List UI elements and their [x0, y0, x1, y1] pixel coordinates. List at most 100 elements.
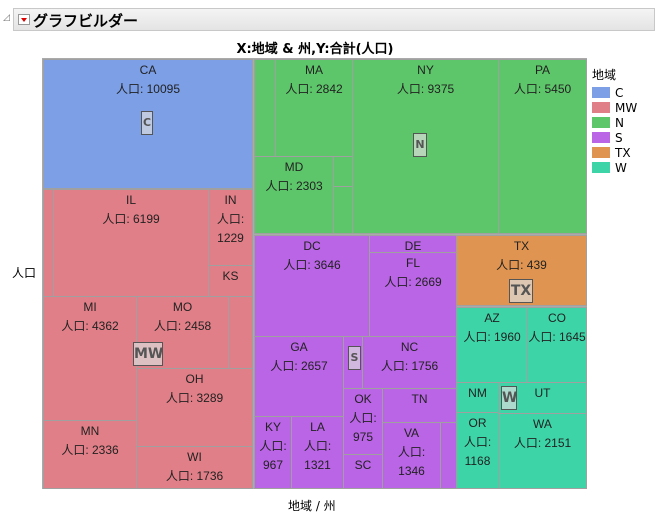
- treemap-cell-MA[interactable]: MA 人口: 2842: [275, 59, 353, 157]
- header-title: グラフビルダー: [33, 12, 139, 30]
- red-triangle-menu-icon[interactable]: [18, 14, 30, 25]
- cell-state-label: OK: [354, 392, 372, 406]
- treemap-cell[interactable]: [440, 422, 457, 489]
- cell-value-label: 人口: 967: [259, 439, 287, 472]
- cell-state-label: MD: [284, 160, 304, 174]
- cell-state-label: TX: [513, 239, 530, 253]
- cell-state-label: TN: [411, 392, 428, 406]
- cell-value-label: 人口: 1321: [303, 439, 332, 472]
- group-label-W: W: [501, 386, 517, 410]
- treemap-cell-IL[interactable]: IL 人口: 6199: [53, 189, 209, 297]
- cell-value-label: 人口: 2657: [270, 359, 328, 373]
- legend-item-MW: MW: [592, 100, 637, 115]
- treemap-cell-OR[interactable]: OR 人口: 1168: [456, 412, 499, 489]
- treemap-cell-LA[interactable]: LA 人口: 1321: [291, 416, 344, 489]
- cell-value-label: 人口: 10095: [115, 82, 181, 96]
- treemap-cell-OH[interactable]: OH 人口: 3289: [136, 368, 253, 447]
- cell-state-label: SC: [354, 458, 372, 472]
- cell-state-label: MN: [80, 424, 100, 438]
- y-axis-label: 人口: [12, 266, 37, 280]
- treemap-cell-MD[interactable]: MD 人口: 2303: [254, 156, 334, 234]
- legend-swatch: [592, 117, 610, 128]
- treemap-cell-FL[interactable]: FL 人口: 2669: [369, 252, 457, 337]
- treemap-cell-NY[interactable]: NY 人口: 9375: [352, 59, 499, 234]
- legend-item-TX: TX: [592, 145, 637, 160]
- cell-value-label: 人口: 3646: [283, 258, 341, 272]
- legend-item-C: C: [592, 85, 637, 100]
- treemap-cell-GA[interactable]: GA 人口: 2657: [254, 336, 344, 417]
- legend-item-S: S: [592, 130, 637, 145]
- cell-state-label: LA: [310, 420, 325, 434]
- treemap-cell-KY[interactable]: KY 人口: 967: [254, 416, 292, 489]
- treemap-cell-IN[interactable]: IN 人口: 1229: [208, 189, 253, 266]
- cell-value-label: 人口: 9375: [396, 82, 455, 96]
- treemap-cell-WI[interactable]: WI 人口: 1736: [136, 446, 253, 489]
- treemap-cell-TN[interactable]: TN: [382, 388, 457, 423]
- legend-swatch: [592, 162, 610, 173]
- cell-value-label: 人口: 1229: [216, 212, 245, 245]
- cell-state-label: IN: [224, 193, 237, 207]
- legend-label: C: [615, 85, 624, 100]
- legend-item-W: W: [592, 160, 637, 175]
- treemap-cell-SC[interactable]: SC: [343, 454, 383, 489]
- treemap-cell[interactable]: [333, 186, 353, 234]
- cell-value-label: 人口: 2669: [384, 275, 442, 289]
- legend-label: N: [615, 115, 624, 130]
- treemap-cell-CO[interactable]: CO 人口: 1645: [527, 307, 587, 383]
- cell-value-label: 人口: 2458: [153, 319, 212, 333]
- cell-state-label: GA: [290, 340, 308, 354]
- treemap-cell-KS[interactable]: KS: [208, 265, 253, 297]
- treemap-cell[interactable]: [254, 59, 276, 157]
- cell-state-label: OH: [185, 372, 204, 386]
- legend-item-N: N: [592, 115, 637, 130]
- cell-value-label: 人口: 2303: [265, 179, 323, 193]
- cell-value-label: 人口: 1346: [397, 445, 426, 478]
- cell-state-label: DC: [303, 239, 321, 253]
- cell-state-label: MA: [305, 63, 323, 77]
- cell-state-label: UT: [534, 386, 551, 400]
- treemap-cell-MI[interactable]: MI 人口: 4362: [43, 296, 137, 421]
- legend-label: S: [615, 130, 623, 145]
- cell-value-label: 人口: 3289: [165, 391, 224, 405]
- cell-state-label: VA: [403, 426, 420, 440]
- legend-swatch: [592, 87, 610, 98]
- cell-value-label: 人口: 2151: [513, 436, 572, 450]
- group-label-S: S: [348, 346, 361, 370]
- legend-label: TX: [615, 145, 631, 160]
- treemap-cell-WA[interactable]: WA 人口: 2151: [498, 413, 587, 489]
- cell-value-label: 人口: 1960: [463, 330, 521, 344]
- cell-state-label: NY: [417, 63, 434, 77]
- cell-state-label: WA: [533, 417, 552, 431]
- treemap-cell-OK[interactable]: OK 人口: 975: [343, 388, 383, 455]
- cell-value-label: 人口: 1645: [528, 330, 586, 344]
- x-axis-label: 地域 / 州: [288, 499, 336, 513]
- treemap-cell-NC[interactable]: NC 人口: 1756: [362, 336, 457, 389]
- group-label-MW: MW: [133, 342, 163, 366]
- legend-title: 地域: [592, 68, 617, 82]
- treemap-cell-DE[interactable]: DE: [369, 235, 457, 253]
- cell-value-label: 人口: 2842: [285, 82, 343, 96]
- treemap-cell[interactable]: [333, 156, 353, 187]
- cell-state-label: NC: [400, 340, 419, 354]
- cell-value-label: 人口: 1736: [165, 469, 224, 483]
- collapse-triangle-icon[interactable]: ◿: [3, 13, 10, 23]
- treemap-cell-MN[interactable]: MN 人口: 2336: [43, 420, 137, 489]
- cell-value-label: 人口: 975: [349, 411, 377, 444]
- treemap-cell-DC[interactable]: DC 人口: 3646: [254, 235, 370, 337]
- treemap-cell[interactable]: [228, 296, 253, 369]
- cell-state-label: IL: [125, 193, 136, 207]
- cell-state-label: CO: [548, 311, 566, 325]
- cell-state-label: DE: [404, 239, 422, 253]
- treemap-cell-PA[interactable]: PA 人口: 5450: [498, 59, 587, 234]
- cell-value-label: 人口: 6199: [102, 212, 160, 226]
- legend-label: MW: [615, 100, 638, 115]
- treemap-cell-NM[interactable]: NM: [456, 382, 499, 413]
- cell-state-label: MI: [83, 300, 97, 314]
- cell-state-label: PA: [534, 63, 551, 77]
- treemap-plot[interactable]: CA 人口: 10095 IL 人口: 6199 IN 人口: 1229 KS MI 人口: 4…: [42, 58, 587, 489]
- cell-state-label: KY: [264, 420, 281, 434]
- cell-value-label: 人口: 1168: [463, 435, 492, 468]
- treemap-cell-AZ[interactable]: AZ 人口: 1960: [456, 307, 528, 383]
- treemap-cell-VA[interactable]: VA 人口: 1346: [382, 422, 441, 489]
- graph-builder-header: グラフビルダー: [13, 8, 655, 31]
